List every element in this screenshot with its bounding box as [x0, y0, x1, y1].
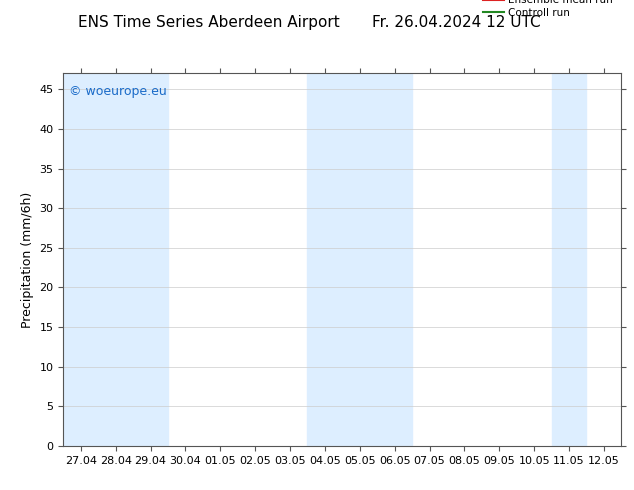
- Y-axis label: Precipitation (mm/6h): Precipitation (mm/6h): [21, 192, 34, 328]
- Bar: [133, 74, 168, 446]
- Legend: min/max, Standard deviation, Ensemble mean run, Controll run: min/max, Standard deviation, Ensemble me…: [480, 0, 616, 21]
- Bar: [552, 74, 586, 446]
- Bar: [377, 74, 412, 446]
- Bar: [98, 74, 133, 446]
- Bar: [342, 74, 377, 446]
- Text: Fr. 26.04.2024 12 UTC: Fr. 26.04.2024 12 UTC: [372, 15, 541, 30]
- Bar: [63, 74, 98, 446]
- Bar: [307, 74, 342, 446]
- Text: © woeurope.eu: © woeurope.eu: [69, 85, 167, 98]
- Text: ENS Time Series Aberdeen Airport: ENS Time Series Aberdeen Airport: [79, 15, 340, 30]
